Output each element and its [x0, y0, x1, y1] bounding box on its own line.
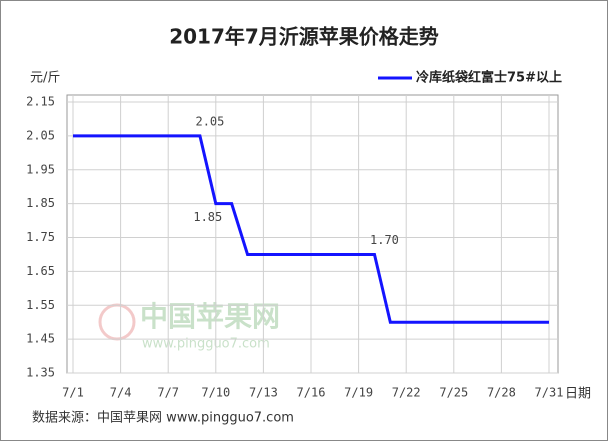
- x-tick-label: 7/7: [157, 386, 179, 400]
- value-label: 1.70: [370, 233, 399, 247]
- x-tick-label: 7/10: [201, 386, 230, 400]
- x-tick-label: 7/16: [297, 386, 326, 400]
- y-tick-label: 1.95: [26, 162, 55, 176]
- x-tick-label: 7/19: [344, 386, 373, 400]
- y-tick-label: 1.65: [26, 264, 55, 278]
- y-unit: 元/斤: [30, 71, 60, 86]
- x-tick-label: 7/13: [249, 386, 278, 400]
- x-tick-label: 7/22: [392, 386, 421, 400]
- chart-title: 2017年7月沂源苹果价格走势: [169, 25, 439, 49]
- watermark-url: www.pingguo7.com: [142, 337, 270, 352]
- y-tick-label: 1.55: [26, 298, 55, 312]
- y-tick-label: 1.75: [26, 230, 55, 244]
- x-tick-label: 7/28: [487, 386, 516, 400]
- x-unit: 日期: [565, 387, 591, 402]
- y-tick-label: 2.15: [26, 95, 55, 109]
- line: [73, 134, 549, 324]
- x-tick-label: 7/25: [439, 386, 468, 400]
- legend-label: 冷库纸袋红富士75#以上: [416, 70, 562, 86]
- x-tick-label: 7/31: [535, 386, 564, 400]
- y-tick-label: 2.05: [26, 128, 55, 142]
- y-tick-label: 1.45: [26, 332, 55, 346]
- y-tick-label: 1.35: [26, 366, 55, 380]
- x-tick-label: 7/1: [62, 386, 84, 400]
- value-label: 1.85: [193, 210, 222, 224]
- y-tick-label: 1.85: [26, 196, 55, 210]
- source: 数据来源：中国苹果网 www.pingguo7.com: [32, 411, 294, 426]
- value-label: 2.05: [195, 114, 224, 128]
- x-tick-label: 7/4: [110, 386, 132, 400]
